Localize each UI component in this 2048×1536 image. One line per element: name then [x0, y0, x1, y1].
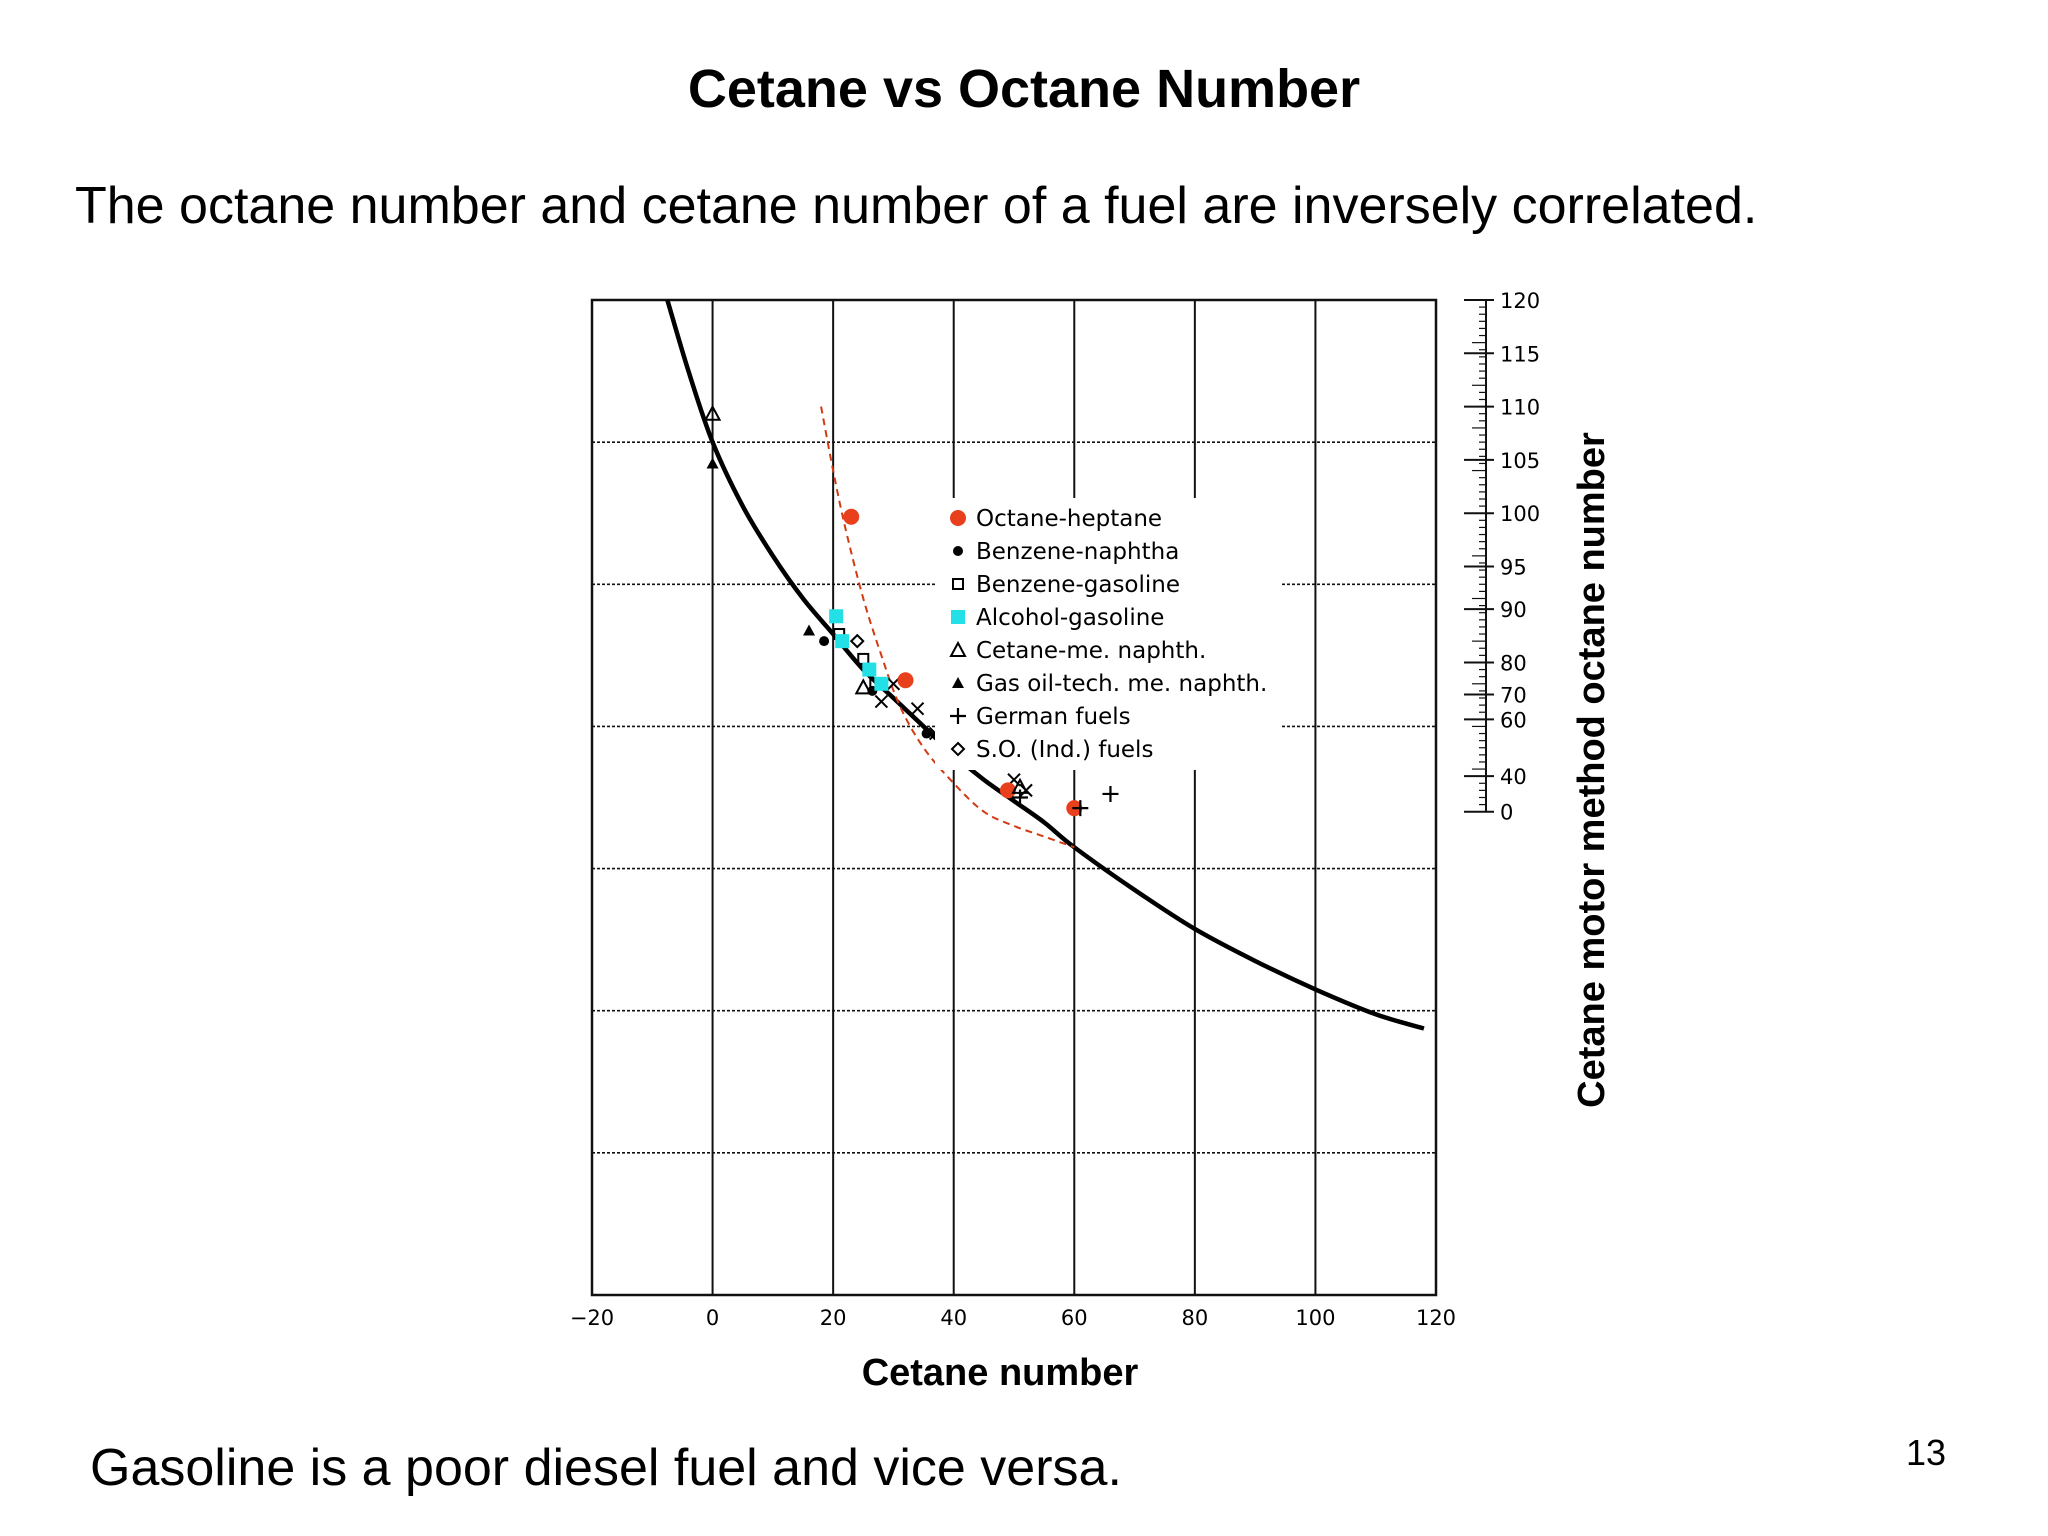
cross-mark — [874, 694, 889, 709]
x-tick-label: 120 — [1416, 1306, 1456, 1330]
gas-oil-tech-me-naphth-point — [803, 624, 816, 636]
y-tick-label: 80 — [1500, 651, 1527, 675]
legend-label-benzene-gasoline: Benzene-gasoline — [976, 572, 1180, 598]
benzene-naphtha-point — [921, 728, 932, 739]
octane-heptane-fit-line — [820, 406, 1075, 849]
german-fuels-point — [1012, 789, 1029, 806]
x-axis-ticks: −20 0 20 40 60 80 100 120 — [570, 1306, 1456, 1330]
cross-mark — [886, 677, 901, 691]
octane-heptane-point — [897, 672, 914, 689]
intro-text: The octane number and cetane number of a… — [75, 177, 1758, 235]
chart-grid — [592, 300, 1436, 1295]
legend-marker-german-fuels — [950, 708, 966, 724]
benzene-naphtha-point — [819, 636, 830, 647]
closing-text: Gasoline is a poor diesel fuel and vice … — [90, 1439, 1122, 1497]
legend-marker-s-o-ind-fuels — [950, 741, 966, 757]
legend-label-gas-oil-tech-me-naphth: Gas oil-tech. me. naphth. — [976, 671, 1267, 697]
octane-heptane-point — [999, 782, 1016, 799]
slide-title: Cetane vs Octane Number — [687, 59, 1361, 119]
octane-heptane-point — [843, 508, 860, 525]
x-tick-label: −20 — [570, 1306, 614, 1330]
x-tick-label: 100 — [1295, 1306, 1335, 1330]
german-fuels-point — [1072, 800, 1089, 817]
x-axis-title: Cetane number — [862, 1352, 1139, 1394]
cross-mark — [910, 701, 925, 716]
y-tick-label: 120 — [1500, 289, 1540, 313]
s-o-ind-fuels-point — [849, 633, 865, 649]
plot-border — [590, 298, 1438, 1297]
y-tick-label: 110 — [1500, 396, 1540, 420]
y-tick-label: 60 — [1500, 708, 1527, 732]
chart-frame — [590, 298, 1438, 1297]
legend-background — [935, 498, 1280, 770]
y-axis-title: Cetane motor method octane number — [1571, 432, 1613, 1108]
legend-marker-benzene-gasoline — [952, 578, 964, 590]
x-tick-label: 20 — [820, 1306, 847, 1330]
y-tick-label: 105 — [1500, 449, 1540, 473]
alcohol-gasoline-point — [835, 634, 850, 649]
legend-marker-alcohol-gasoline — [951, 610, 965, 624]
y-tick-label: 95 — [1500, 556, 1527, 580]
legend-marker-benzene-naphtha — [953, 546, 963, 556]
gas-oil-tech-me-naphth-point — [706, 457, 719, 469]
cetane-me-naphth-point — [854, 678, 872, 695]
x-tick-label: 80 — [1181, 1306, 1208, 1330]
cetane-me-naphth-point — [703, 404, 722, 421]
y-tick-label: 100 — [1500, 502, 1540, 526]
legend-marker-cetane-me-naphth — [949, 640, 967, 657]
page-number: 13 — [1905, 1432, 1946, 1473]
legend-label-benzene-naphtha: Benzene-naphtha — [976, 539, 1179, 565]
y-tick-label: 90 — [1500, 598, 1527, 622]
y-tick-label: 115 — [1500, 342, 1540, 366]
x-tick-label: 0 — [706, 1306, 719, 1330]
chart-legend: Octane-heptane Benzene-naphtha Benzene-gas… — [935, 498, 1280, 770]
y-tick-label: 70 — [1500, 683, 1527, 707]
legend-marker-octane-heptane — [950, 510, 966, 526]
alcohol-gasoline-point — [829, 609, 844, 624]
legend-label-octane-heptane: Octane-heptane — [976, 506, 1162, 532]
german-fuels-point — [1102, 785, 1119, 802]
x-tick-label: 40 — [940, 1306, 967, 1330]
legend-label-s-o-ind-fuels: S.O. (Ind.) fuels — [976, 737, 1153, 763]
y-tick-label: 40 — [1500, 765, 1527, 789]
x-tick-label: 60 — [1061, 1306, 1088, 1330]
legend-label-alcohol-gasoline: Alcohol-gasoline — [976, 605, 1164, 631]
alcohol-gasoline-point — [874, 676, 889, 691]
legend-marker-gas-oil-tech-me-naphth — [952, 677, 964, 688]
y-tick-label: 0 — [1500, 801, 1513, 825]
alcohol-gasoline-point — [862, 662, 877, 677]
legend-label-cetane-me-naphth: Cetane-me. naphth. — [976, 638, 1206, 664]
legend-label-german-fuels: German fuels — [976, 704, 1131, 730]
